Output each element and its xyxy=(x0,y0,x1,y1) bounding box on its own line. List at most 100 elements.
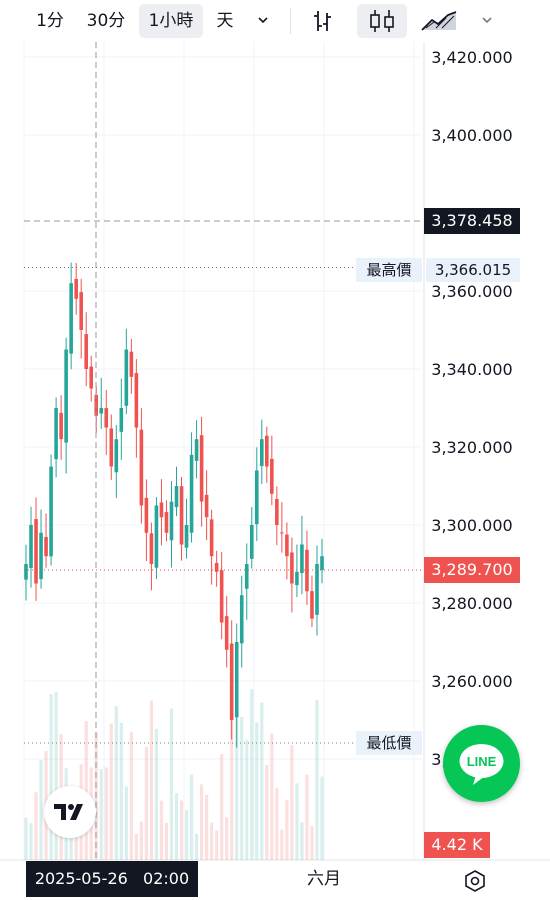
interval-dropdown[interactable] xyxy=(250,4,276,38)
volume-bar xyxy=(210,822,214,860)
hexagon-settings-icon xyxy=(465,870,485,892)
tradingview-logo-icon xyxy=(54,804,83,820)
candle-body xyxy=(139,429,144,506)
candle-body xyxy=(119,408,124,432)
line-chat-icon: LINE xyxy=(459,744,504,785)
crosshair-price-tag: 3,378.458 xyxy=(424,208,520,234)
toolbar: 1分 30分 1小時 天 xyxy=(0,0,550,42)
candle-body xyxy=(149,533,154,564)
volume-bar xyxy=(205,794,209,860)
volume-bar xyxy=(235,702,239,860)
candles xyxy=(24,262,324,748)
candle-body xyxy=(305,549,309,592)
tradingview-logo[interactable] xyxy=(44,786,96,838)
price-tick-label: 3,260.000 xyxy=(431,672,512,691)
candle-body xyxy=(194,439,199,461)
candle-body xyxy=(300,544,304,574)
volume-bar xyxy=(39,760,43,860)
volume-bar xyxy=(199,784,204,860)
volume-bar xyxy=(34,792,38,860)
settings-button[interactable] xyxy=(460,866,490,896)
bar-chart-icon xyxy=(314,11,331,31)
candle-body xyxy=(39,532,43,580)
volume-bar xyxy=(320,776,324,860)
candle-body xyxy=(179,486,184,545)
volume-bar xyxy=(250,689,254,860)
candle-body xyxy=(164,512,169,533)
time-axis-month: 六月 xyxy=(307,869,341,889)
volume-bar xyxy=(240,716,244,860)
candle-body xyxy=(109,428,114,467)
high-label: 最高價 xyxy=(356,258,422,282)
toolbar-divider xyxy=(290,8,291,34)
candle-body xyxy=(285,534,289,557)
volume-bar xyxy=(300,822,304,860)
volume-bar xyxy=(119,722,123,860)
candle-body xyxy=(270,458,274,494)
line-share-button[interactable]: LINE xyxy=(443,725,520,802)
bar-style-button[interactable] xyxy=(303,4,343,38)
volume-bar xyxy=(99,769,103,860)
price-tick-label: 3,400.000 xyxy=(431,126,512,145)
candle-body xyxy=(174,486,179,508)
candle-body xyxy=(159,502,164,518)
volume-bar xyxy=(49,694,53,860)
price-tick-label: 3,360.000 xyxy=(431,282,512,301)
volume-bar xyxy=(265,764,269,860)
candle-body xyxy=(114,439,119,473)
volume-bar xyxy=(169,708,174,860)
price-tick-label: 3,420.000 xyxy=(431,48,512,67)
price-tick-label: 3,340.000 xyxy=(431,360,512,379)
volume-bar xyxy=(270,733,274,860)
current-price-tag: 3,289.700 xyxy=(424,557,520,583)
candle-body xyxy=(29,525,33,568)
interval-1h[interactable]: 1小時 xyxy=(139,4,203,38)
low-label: 最低價 xyxy=(356,731,422,755)
candle-body xyxy=(84,334,89,369)
candle-body xyxy=(229,643,234,720)
candle-body xyxy=(24,564,28,580)
candlestick-icon xyxy=(370,10,394,32)
volume-bar xyxy=(225,816,229,860)
candle-style-button[interactable] xyxy=(357,4,407,38)
candle-body xyxy=(224,616,229,650)
candle-body xyxy=(254,470,259,525)
volume-bar xyxy=(275,787,279,860)
candle-body xyxy=(199,435,204,502)
volume-bar xyxy=(315,699,319,860)
area-style-button[interactable] xyxy=(418,4,462,38)
candle-body xyxy=(249,525,254,559)
candle-body xyxy=(184,525,189,548)
volume-bar xyxy=(245,739,249,860)
volume-bar xyxy=(114,706,118,860)
volume-bar xyxy=(194,833,199,860)
candle-body xyxy=(275,498,279,525)
volume-bar xyxy=(54,691,58,860)
volume-bar xyxy=(220,754,224,860)
price-tick-label: 3,280.000 xyxy=(431,594,512,613)
interval-1d[interactable]: 天 xyxy=(216,11,234,31)
price-axis: 3,420.000 3,400.000 3,360.000 3,340.000 3,32… xyxy=(431,48,512,769)
volume-bar xyxy=(109,723,113,860)
volume-bar xyxy=(290,745,294,860)
volume-bar xyxy=(124,786,128,860)
volume-bar xyxy=(29,823,33,860)
candle-body xyxy=(44,536,48,557)
candle-body xyxy=(79,292,83,330)
high-value: 3,366.015 xyxy=(426,258,520,282)
candle-body xyxy=(124,349,129,406)
volume-bar xyxy=(260,702,264,860)
reference-lines xyxy=(24,42,422,860)
chart-style-dropdown[interactable] xyxy=(474,4,500,38)
line-label: LINE xyxy=(467,754,497,769)
interval-30m[interactable]: 30分 xyxy=(86,11,126,31)
volume-bar xyxy=(310,825,314,860)
candle-body xyxy=(134,373,139,428)
volume-bar xyxy=(255,722,259,860)
volume-bar xyxy=(144,746,149,860)
candle-body xyxy=(34,519,38,584)
volume-bar xyxy=(189,774,194,860)
interval-1m[interactable]: 1分 xyxy=(36,11,64,31)
candle-body xyxy=(280,532,284,534)
volume-bar xyxy=(24,817,28,860)
